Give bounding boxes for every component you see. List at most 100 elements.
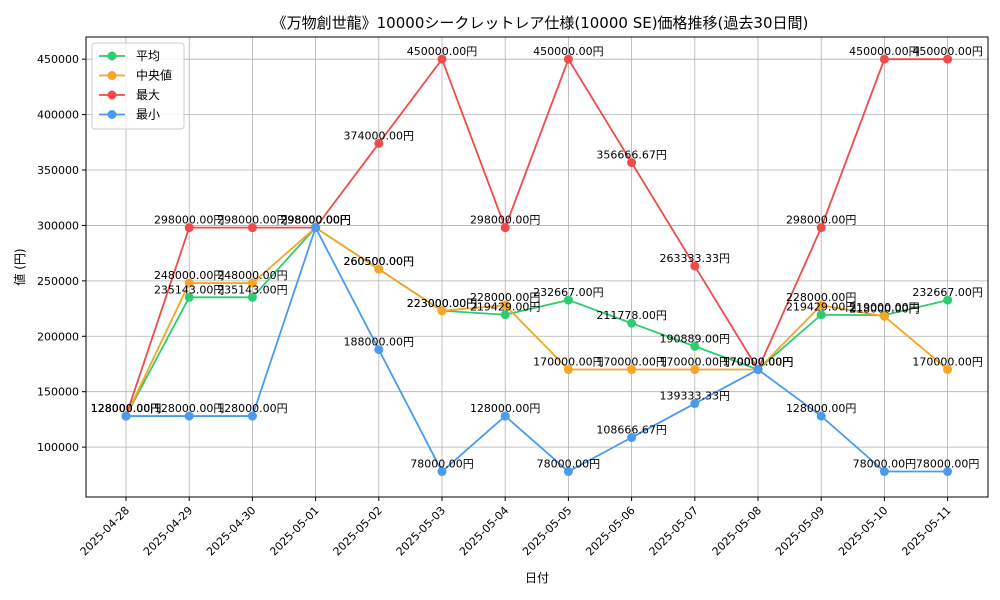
- y-axis-ticks: 100000 150000 200000 250000 300000 350000 4000…: [37, 53, 86, 454]
- data-label: 170000.00円: [723, 356, 794, 369]
- data-label: 128000.00円: [217, 402, 288, 415]
- data-label: 78000.00円: [853, 458, 917, 471]
- data-label: 298000.00円: [154, 214, 225, 227]
- data-point: [500, 310, 510, 320]
- data-point: [374, 138, 384, 148]
- data-label: 170000.00円: [723, 356, 794, 369]
- data-label: 128000.00円: [91, 402, 162, 415]
- data-point: [247, 223, 257, 233]
- y-tick-label: 200000: [37, 330, 79, 343]
- y-tick-label: 100000: [37, 441, 79, 454]
- data-point: [563, 54, 573, 64]
- data-label: 356666.67円: [596, 149, 667, 162]
- data-point: [500, 223, 510, 233]
- data-point: [247, 278, 257, 288]
- y-tick-label: 450000: [37, 53, 79, 66]
- data-label: 235143.00円: [154, 283, 225, 296]
- series-line-0: [125, 226, 948, 417]
- data-label: 298000.00円: [280, 214, 351, 227]
- data-label: 170000.00円: [723, 356, 794, 369]
- legend-entry-label: 最大: [136, 88, 160, 102]
- chart-title: 《万物創世龍》10000シークレットレア仕様(10000 SE)価格推移(過去3…: [272, 14, 809, 32]
- data-point: [879, 54, 889, 64]
- data-label: 232667.00円: [533, 286, 604, 299]
- data-point: [627, 433, 637, 443]
- data-label: 235143.00円: [217, 283, 288, 296]
- y-tick-label: 250000: [37, 275, 79, 288]
- legend-box: [91, 42, 185, 130]
- data-label: 260500.00円: [344, 255, 415, 268]
- data-label: 128000.00円: [91, 402, 162, 415]
- plot-frame: [85, 36, 989, 498]
- data-label: 219429.00円: [470, 301, 541, 314]
- data-label: 298000.00円: [470, 214, 541, 227]
- data-point: [690, 261, 700, 271]
- data-point: [690, 341, 700, 351]
- legend-swatch-marker: [107, 110, 117, 119]
- series-line-1: [125, 226, 949, 417]
- data-point: [627, 318, 637, 328]
- series-layer: [121, 54, 953, 477]
- data-label: 298000.00円: [217, 214, 288, 227]
- data-label: 219429.00円: [786, 301, 857, 314]
- data-label: 170000.00円: [723, 356, 794, 369]
- data-label: 170000.00円: [912, 356, 983, 369]
- legend-swatch-marker: [107, 51, 117, 61]
- data-point: [184, 223, 194, 233]
- data-label: 219000.00円: [849, 301, 920, 314]
- data-label: 248000.00円: [217, 269, 288, 282]
- x-tick-label: 2025-04-30: [204, 504, 258, 558]
- data-point: [500, 411, 510, 421]
- x-tick-label: 2025-05-07: [647, 504, 701, 558]
- x-tick-label: 2025-05-11: [899, 504, 953, 558]
- data-label: 128000.00円: [91, 402, 162, 415]
- data-label: 128000.00円: [470, 402, 541, 415]
- x-axis-ticks: 2025-04-28 2025-04-29 2025-04-30 2025-05-01…: [78, 497, 954, 558]
- x-tick-label: 2025-05-05: [520, 504, 574, 558]
- x-axis-label: 日付: [525, 571, 549, 585]
- data-point: [374, 264, 384, 274]
- data-label: 223000.00円: [407, 297, 478, 310]
- data-label: 78000.00円: [537, 458, 601, 471]
- data-label: 298000.00円: [280, 214, 351, 227]
- data-label: 263333.33円: [660, 252, 731, 265]
- data-label: 298000.00円: [786, 214, 857, 227]
- data-point: [816, 411, 826, 421]
- data-label: 298000.00円: [280, 214, 351, 227]
- data-point: [879, 467, 889, 477]
- data-point: [500, 300, 510, 310]
- x-tick-label: 2025-05-01: [267, 504, 321, 558]
- data-label: 170000.00円: [596, 356, 667, 369]
- x-tick-label: 2025-04-29: [141, 504, 195, 558]
- data-point: [816, 300, 826, 310]
- y-tick-label: 150000: [37, 386, 79, 399]
- data-label: 298000.00円: [280, 214, 351, 227]
- series-line-2: [125, 57, 948, 417]
- data-point: [311, 223, 321, 233]
- data-point: [184, 278, 194, 288]
- data-point: [690, 365, 700, 375]
- x-tick-label: 2025-05-03: [394, 504, 448, 558]
- legend-entry-label: 中央値: [136, 68, 172, 83]
- data-label: 260500.00円: [344, 255, 415, 268]
- data-point: [437, 54, 447, 64]
- data-label: 108666.67円: [596, 424, 667, 437]
- data-label: 139333.33円: [660, 390, 731, 403]
- data-label: 450000.00円: [407, 45, 478, 58]
- data-label: 128000.00円: [786, 402, 857, 415]
- data-point: [943, 54, 953, 64]
- data-point: [184, 292, 194, 302]
- x-tick-label: 2025-05-02: [331, 504, 385, 558]
- data-label: 450000.00円: [849, 45, 920, 58]
- legend-swatch-marker: [107, 90, 117, 100]
- data-label: 248000.00円: [154, 269, 225, 282]
- x-tick-label: 2025-05-10: [836, 504, 890, 558]
- data-point: [563, 467, 573, 477]
- data-point: [627, 365, 637, 375]
- data-label: 128000.00円: [91, 402, 162, 415]
- data-point: [816, 310, 826, 320]
- x-tick-label: 2025-05-06: [583, 504, 637, 558]
